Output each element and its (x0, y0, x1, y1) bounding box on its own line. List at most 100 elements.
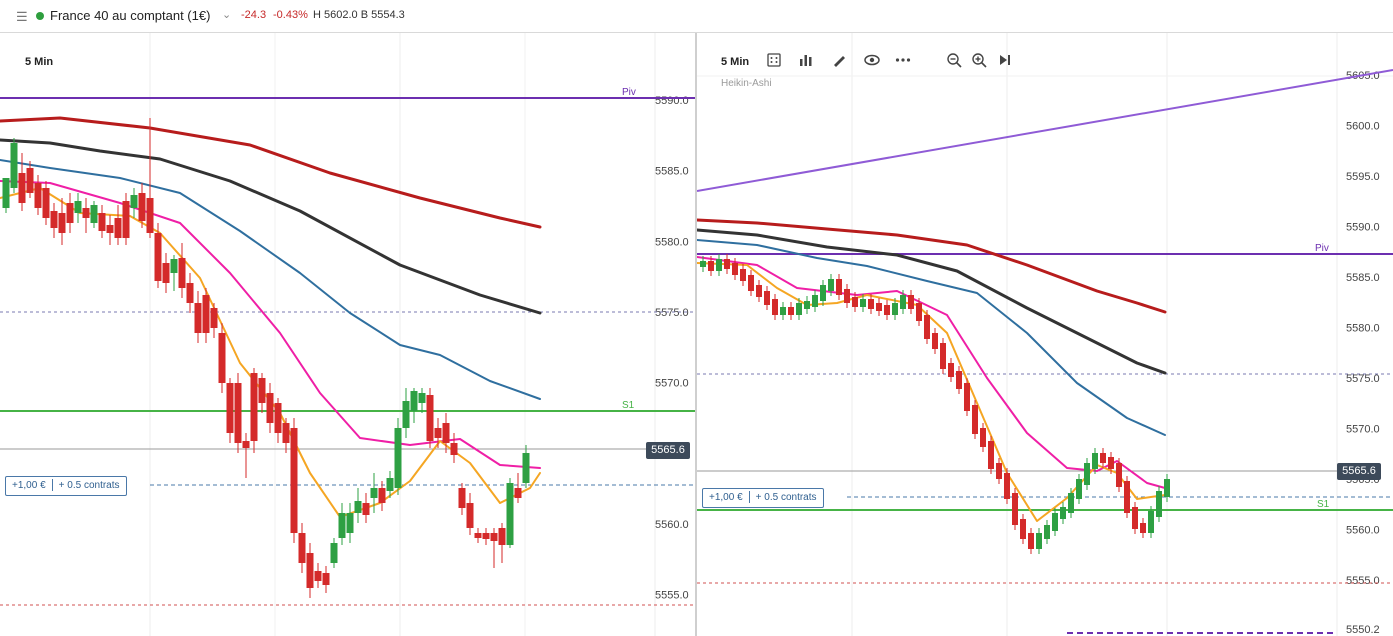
right-position-box[interactable]: +1,00 € + 0.5 contrats (702, 488, 824, 508)
right-bear-candle (1124, 481, 1130, 513)
left-bear-candle (26, 168, 34, 193)
right-position-contracts: + 0.5 contrats (755, 492, 817, 503)
price-change-percent: -0.43% (273, 9, 308, 21)
right-bear-candle (844, 289, 850, 303)
instrument-name[interactable]: France 40 au comptant (1€) (50, 8, 211, 23)
right-s1-label: S1 (1317, 499, 1330, 510)
zoom-in-icon[interactable] (972, 53, 987, 70)
left-bear-candle (242, 441, 250, 448)
left-bull-candle (170, 259, 178, 273)
left-bull-candle (90, 205, 98, 223)
right-y-tick-label: 5595.0 (1346, 171, 1380, 183)
eye-icon[interactable] (864, 53, 880, 69)
right-bear-candle (1132, 507, 1138, 529)
left-bull-candle (402, 401, 410, 428)
right-bear-candle (964, 383, 970, 411)
left-bull-candle (346, 513, 354, 533)
right-bear-candle (1004, 473, 1010, 499)
left-chart-canvas[interactable]: 5590.05585.05580.05575.05570.05565.05560… (0, 33, 695, 636)
settings-icon[interactable] (767, 53, 781, 69)
left-bull-candle (506, 483, 514, 545)
left-y-tick-label: 5580.0 (655, 236, 689, 248)
right-position-amount: +1,00 € (709, 492, 743, 503)
right-bear-candle (932, 333, 938, 349)
left-bear-candle (34, 183, 42, 208)
left-bear-candle (514, 488, 522, 498)
right-bear-candle (988, 441, 994, 469)
right-y-tick-label: 5600.0 (1346, 121, 1380, 133)
right-ma-orange (697, 262, 1166, 522)
right-chart-panel[interactable]: 5605.05600.05595.05590.05585.05580.05575… (697, 33, 1393, 636)
right-bull-candle (700, 261, 706, 267)
right-ma-blue (697, 239, 1166, 436)
right-bull-candle (828, 279, 834, 291)
left-bear-candle (146, 198, 154, 233)
right-bear-candle (868, 299, 874, 309)
right-y-tick-label: 5555.0 (1346, 575, 1380, 587)
left-ma-black (0, 138, 542, 315)
top-bar: ☰ France 40 au comptant (1€) ⌄ -24.3 -0.… (0, 0, 1393, 33)
left-bear-candle (218, 333, 226, 383)
left-bear-candle (178, 258, 186, 288)
right-bear-candle (1116, 463, 1122, 487)
right-bear-candle (852, 297, 858, 307)
left-bull-candle (2, 178, 10, 208)
left-bear-candle (154, 233, 162, 281)
right-bear-candle (788, 307, 794, 315)
more-icon[interactable] (895, 53, 911, 69)
left-bear-candle (482, 533, 490, 539)
zoom-out-icon[interactable] (947, 53, 962, 70)
right-y-tick-label: 5590.0 (1346, 222, 1380, 234)
right-ma-pink (697, 256, 1166, 489)
left-timeframe[interactable]: 5 Min (25, 56, 54, 68)
left-bear-candle (426, 395, 434, 441)
panel-divider[interactable] (695, 33, 697, 636)
left-bull-candle (370, 488, 378, 498)
left-ma-red (0, 116, 542, 229)
left-y-tick-label: 5555.0 (655, 590, 689, 602)
left-pivot-label: Piv (622, 87, 636, 98)
left-bear-candle (226, 383, 234, 433)
right-bull-candle (804, 301, 810, 309)
left-bear-candle (250, 373, 258, 441)
right-bull-candle (820, 285, 826, 301)
left-bull-candle (418, 393, 426, 403)
right-bull-candle (1164, 479, 1170, 497)
left-bear-candle (290, 428, 298, 533)
left-bear-candle (474, 533, 482, 538)
left-bear-candle (282, 423, 290, 443)
right-bear-candle (884, 305, 890, 315)
chart-type-icon[interactable] (799, 53, 813, 69)
right-chart-canvas[interactable]: 5605.05600.05595.05590.05585.05580.05575… (697, 33, 1393, 636)
jump-to-end-icon[interactable] (998, 53, 1012, 69)
right-y-tick-label: 5585.0 (1346, 272, 1380, 284)
left-chart-panel[interactable]: 5590.05585.05580.05575.05570.05565.05560… (0, 33, 695, 636)
right-timeframe[interactable]: 5 Min (721, 56, 750, 68)
right-bear-candle (940, 343, 946, 369)
left-s1-label: S1 (622, 400, 635, 411)
left-bull-candle (330, 543, 338, 563)
left-bear-candle (18, 173, 26, 203)
chevron-down-icon[interactable]: ⌄ (222, 9, 232, 21)
left-bear-candle (58, 213, 66, 233)
price-change: -24.3 (241, 9, 267, 21)
left-position-box[interactable]: +1,00 € + 0.5 contrats (5, 476, 127, 496)
left-bull-candle (130, 195, 138, 208)
right-position-separator (748, 491, 750, 504)
market-open-indicator (36, 12, 44, 20)
left-bear-candle (186, 283, 194, 303)
left-y-tick-label: 5575.0 (655, 307, 689, 319)
right-bear-candle (956, 371, 962, 389)
left-bear-candle (442, 423, 450, 443)
right-y-tick-label: 5570.0 (1346, 424, 1380, 436)
right-bear-candle (1108, 457, 1114, 469)
right-bear-candle (916, 303, 922, 321)
right-bull-candle (1156, 491, 1162, 517)
menu-icon[interactable]: ☰ (16, 9, 28, 24)
draw-icon[interactable] (832, 53, 846, 69)
left-bear-candle (202, 295, 210, 333)
right-bear-candle (908, 295, 914, 309)
left-bull-candle (386, 478, 394, 491)
right-bull-candle (1044, 525, 1050, 539)
left-bear-candle (162, 263, 170, 283)
